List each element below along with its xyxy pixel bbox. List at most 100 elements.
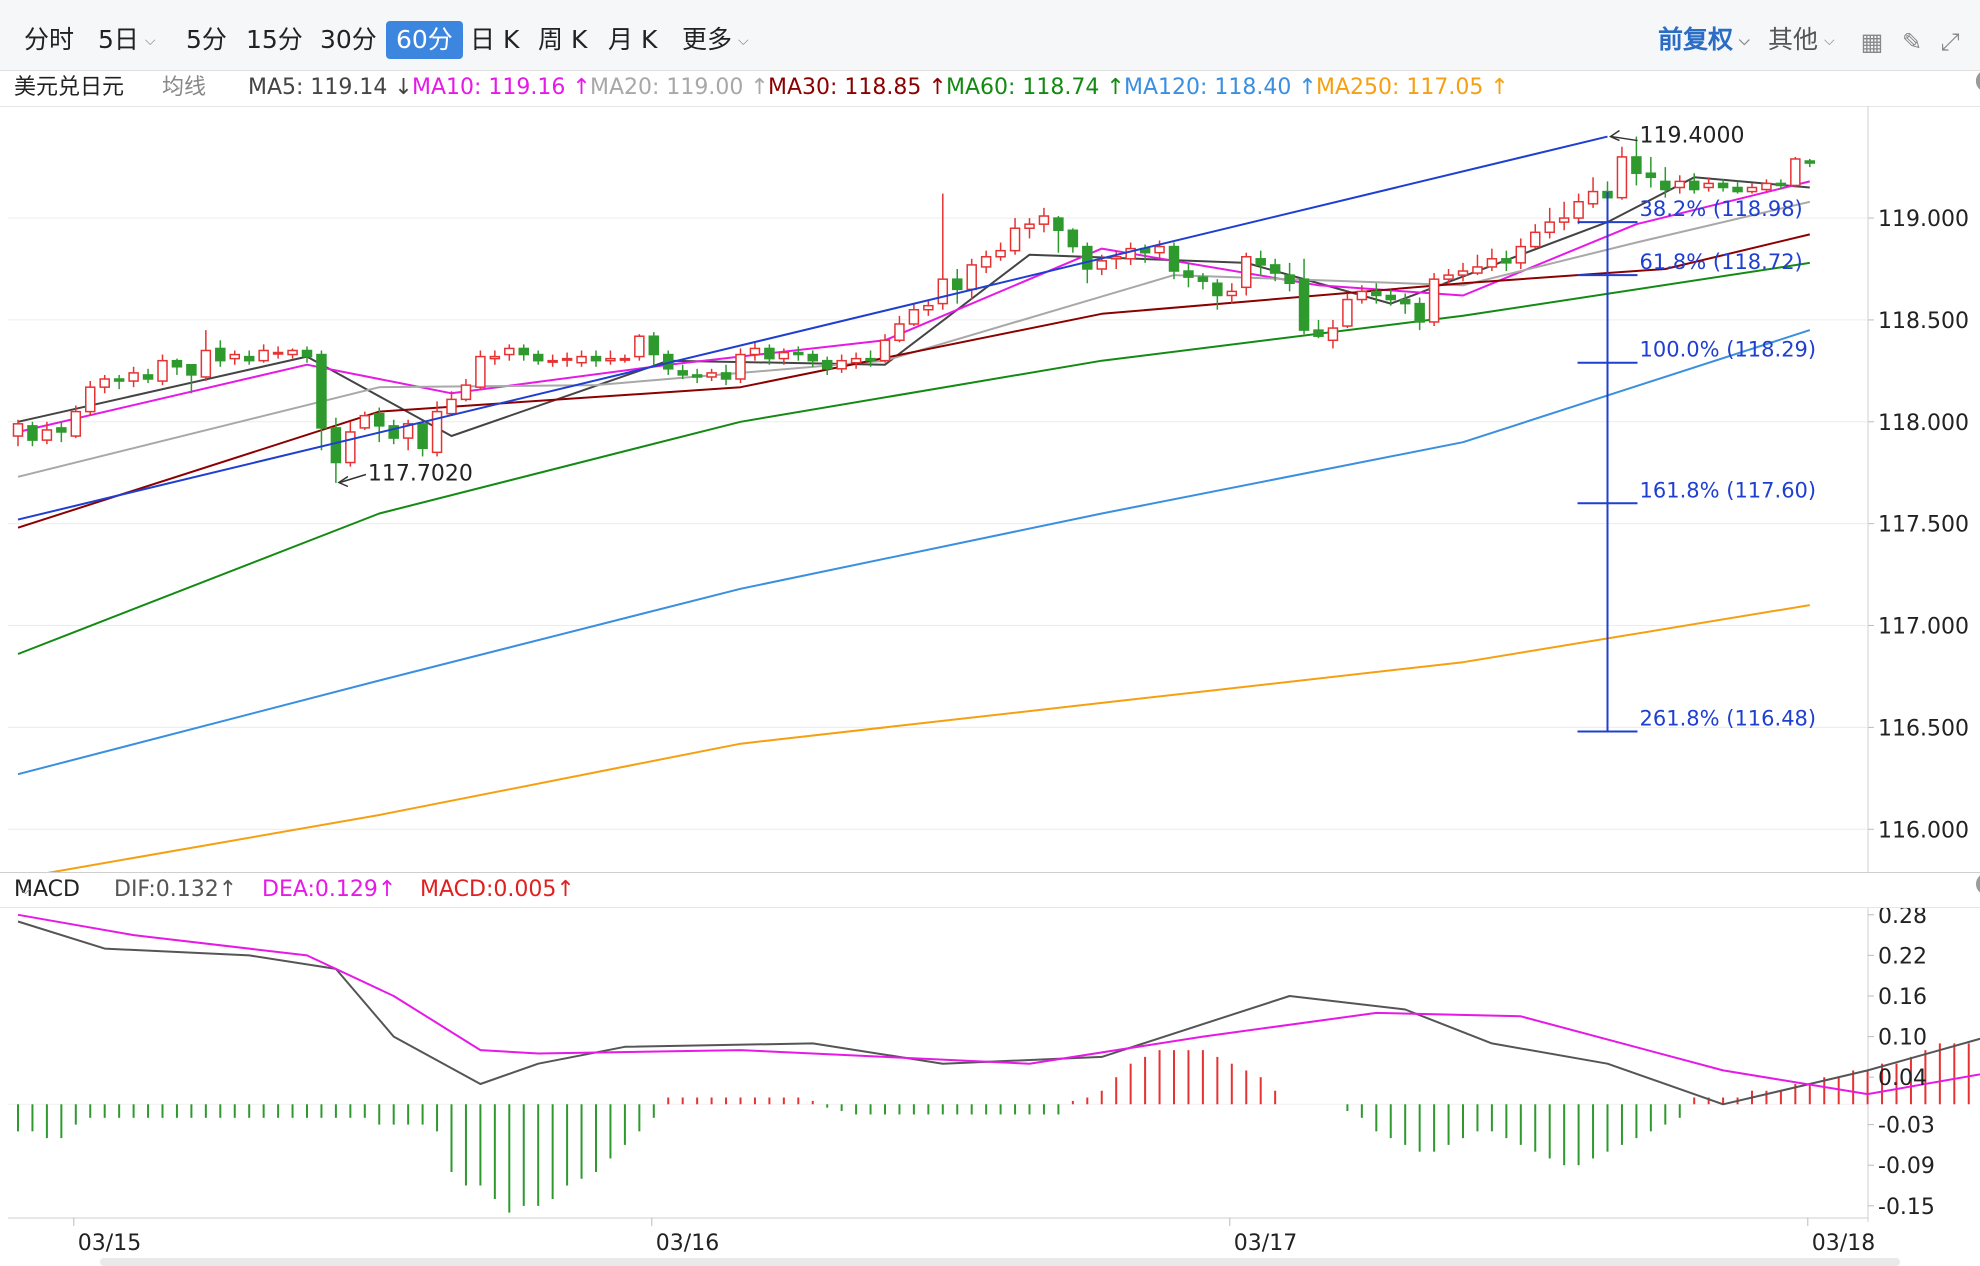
candle-body bbox=[1544, 221, 1555, 234]
candle-body bbox=[807, 353, 818, 362]
legend-ma20: MA20: 119.00 ↑ bbox=[590, 75, 769, 100]
candle-body bbox=[1472, 266, 1483, 274]
candle-body bbox=[648, 335, 660, 356]
tab-week-k[interactable]: 周 K bbox=[538, 25, 588, 54]
candle-body bbox=[12, 423, 24, 437]
other-label: 其他 bbox=[1768, 25, 1819, 54]
fib-level-label: 61.8% (118.72) bbox=[1640, 250, 1803, 274]
y-tick-label: -0.03 bbox=[1878, 1114, 1935, 1139]
candle-body bbox=[1053, 217, 1064, 232]
ma-line-ma30 bbox=[17, 233, 1811, 529]
x-tick-label: 03/16 bbox=[656, 1231, 719, 1256]
candle-body bbox=[590, 355, 602, 362]
period-toolbar: 分时 5日 ⌵ 5分 15分 30分 60分 日 K 周 K 月 K 更多 ⌵ 前复… bbox=[0, 0, 1980, 71]
candle-body bbox=[388, 425, 399, 439]
candle-body bbox=[691, 374, 703, 378]
horizontal-scrollbar[interactable] bbox=[100, 1258, 1900, 1266]
candle-body bbox=[1804, 160, 1816, 164]
candle-body bbox=[345, 431, 356, 464]
macd-value: MACD:0.005↑ bbox=[420, 877, 575, 902]
tab-15min[interactable]: 15分 bbox=[246, 25, 303, 54]
legend-ma250: MA250: 117.05 ↑ bbox=[1316, 75, 1509, 100]
ma-line-ma20 bbox=[17, 200, 1811, 478]
ma-legend: 美元兑日元 均线 ⌵ MA5: 119.14 ↓ MA10: 119.16 ↑ M… bbox=[0, 69, 1980, 107]
y-tick-label: 117.500 bbox=[1878, 513, 1969, 538]
ma-line-ma250 bbox=[17, 604, 1810, 880]
candle-body bbox=[258, 349, 269, 362]
candle-body bbox=[1125, 247, 1136, 260]
x-tick-label: 03/15 bbox=[78, 1231, 141, 1256]
dea-line bbox=[17, 913, 1980, 1096]
chevron-down-icon: ⌵ bbox=[168, 80, 179, 96]
candle-body bbox=[1313, 329, 1324, 337]
candle-body bbox=[706, 372, 717, 378]
chevron-down-icon: ⌵ bbox=[1824, 33, 1835, 49]
candle-body bbox=[634, 335, 645, 358]
ma-line-ma5 bbox=[17, 176, 1810, 437]
candle-body bbox=[547, 359, 558, 363]
symbol-name: 美元兑日元 bbox=[14, 75, 125, 100]
candle-body bbox=[128, 372, 139, 382]
tab-more[interactable]: 更多 ⌵ bbox=[682, 20, 749, 60]
candle-body bbox=[894, 323, 905, 342]
candle-body bbox=[243, 355, 255, 362]
candle-body bbox=[1284, 274, 1295, 284]
candle-body bbox=[952, 278, 963, 291]
candle-body bbox=[272, 351, 284, 355]
candle-body bbox=[778, 351, 790, 360]
candle-body bbox=[1790, 158, 1801, 187]
candle-body bbox=[1573, 201, 1584, 219]
other-dropdown[interactable]: 其他 ⌵ bbox=[1768, 20, 1835, 60]
fuquan-label: 前复权 bbox=[1658, 25, 1734, 54]
annotation-arrow bbox=[1611, 135, 1638, 142]
candle-body bbox=[1645, 172, 1657, 179]
candle-body bbox=[1241, 256, 1252, 289]
y-tick-label: 0.10 bbox=[1878, 1026, 1927, 1051]
candle-body bbox=[475, 355, 486, 388]
candle-body bbox=[171, 359, 183, 368]
tab-30min[interactable]: 30分 bbox=[320, 25, 377, 54]
macd-dif-value: DIF:0.132↑ bbox=[114, 877, 238, 902]
tab-fenshi[interactable]: 分时 bbox=[24, 25, 75, 54]
trend-line bbox=[17, 135, 1608, 521]
macd-legend: MACD ⌵ DIF:0.132↑ DEA:0.129↑ MACD:0.005↑ … bbox=[0, 872, 1980, 908]
candle-body bbox=[316, 353, 327, 429]
fullscreen-icon[interactable]: ⤢ bbox=[1940, 28, 1960, 56]
dif-line bbox=[17, 920, 1980, 1106]
annotation-arrowhead bbox=[337, 475, 349, 488]
tab-60min[interactable]: 60分 bbox=[386, 21, 463, 59]
tab-month-k[interactable]: 月 K bbox=[608, 25, 658, 54]
macd-dea-value: DEA:0.129↑ bbox=[262, 877, 397, 902]
candle-body bbox=[735, 353, 746, 380]
y-tick-label: 0.22 bbox=[1878, 944, 1927, 969]
candle-body bbox=[1009, 227, 1021, 252]
draw-pen-icon[interactable]: ✎ bbox=[1901, 28, 1923, 56]
candle-body bbox=[518, 347, 529, 356]
candle-body bbox=[460, 384, 472, 401]
candle-body bbox=[1688, 180, 1700, 191]
legend-ma10: MA10: 119.16 ↑ bbox=[412, 75, 591, 100]
candle-body bbox=[1385, 294, 1396, 301]
grid-layout-icon[interactable]: ▦ bbox=[1860, 28, 1884, 56]
candle-body bbox=[27, 425, 38, 441]
candle-body bbox=[215, 347, 226, 362]
candle-body bbox=[200, 349, 212, 378]
tab-day-k[interactable]: 日 K bbox=[470, 25, 520, 54]
candle-body bbox=[402, 423, 414, 439]
tab-5min[interactable]: 5分 bbox=[186, 25, 227, 54]
candle-body bbox=[374, 412, 385, 427]
candle-body bbox=[836, 359, 847, 370]
annotation-label: 119.4000 bbox=[1640, 124, 1745, 149]
tab-more-label: 更多 bbox=[682, 25, 733, 54]
fuquan-dropdown[interactable]: 前复权 ⌵ bbox=[1658, 20, 1750, 60]
y-tick-label: -0.15 bbox=[1878, 1195, 1935, 1220]
y-tick-label: 118.500 bbox=[1878, 309, 1969, 334]
candle-body bbox=[1342, 298, 1353, 327]
ma-line-ma10 bbox=[17, 180, 1811, 433]
tab-5day[interactable]: 5日 ⌵ bbox=[98, 20, 156, 60]
candle-body bbox=[431, 410, 443, 454]
candle-body bbox=[1486, 258, 1498, 268]
candle-body bbox=[41, 429, 53, 441]
candle-body bbox=[330, 427, 342, 464]
